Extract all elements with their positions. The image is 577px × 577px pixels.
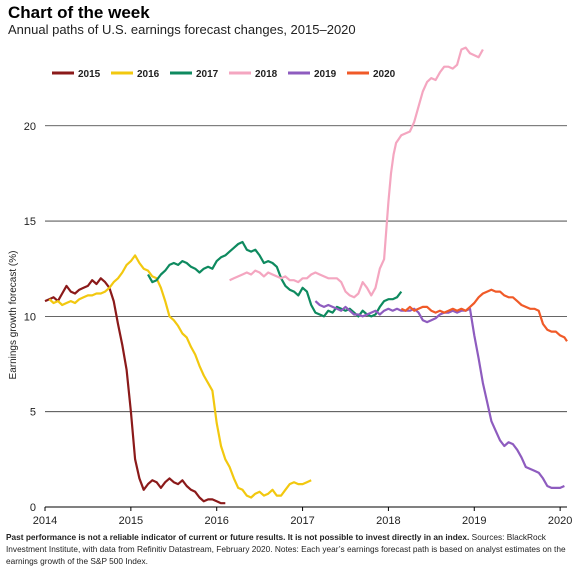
y-tick-0: 0: [30, 502, 36, 514]
x-tick-2018: 2018: [376, 515, 400, 527]
x-tick-labels: 2014 2015 2016 2017 2018 2019 2020: [33, 515, 573, 527]
y-tick-20: 20: [24, 121, 36, 133]
footnote-disclaimer: Past performance is not a reliable indic…: [6, 532, 470, 542]
series-lines: [44, 46, 568, 505]
x-tick-2017: 2017: [290, 515, 314, 527]
x-tick-2016: 2016: [204, 515, 228, 527]
legend-label-2015: 2015: [78, 69, 101, 80]
legend-label-2017: 2017: [196, 69, 219, 80]
series-line-2015: [44, 277, 226, 505]
footnote: Past performance is not a reliable indic…: [6, 531, 571, 567]
chart-title: Chart of the week: [8, 3, 150, 22]
y-tick-10: 10: [24, 311, 36, 323]
y-tick-labels: 0 5 10 15 20: [24, 121, 36, 514]
y-tick-5: 5: [30, 407, 36, 419]
series-line-2016: [48, 254, 312, 499]
series-line-2020: [400, 288, 568, 342]
grid-lines: [44, 125, 567, 511]
y-tick-15: 15: [24, 216, 36, 228]
series-line-2017: [147, 240, 403, 318]
x-tick-2019: 2019: [462, 515, 486, 527]
chart-subtitle: Annual paths of U.S. earnings forecast c…: [8, 22, 356, 37]
footnote-sources: Sources: BlackRock Investment Institute,…: [6, 532, 566, 566]
x-tick-2015: 2015: [119, 515, 143, 527]
line-chart: 0 5 10 15 20 2014 2015 2016 2017 2018 2019 2020 20…: [8, 46, 573, 527]
x-tick-2020: 2020: [548, 515, 572, 527]
y-axis-label: Earnings growth forecast (%): [8, 251, 19, 380]
legend-label-2016: 2016: [137, 69, 160, 80]
series-line-2019: [314, 300, 565, 489]
legend-label-2018: 2018: [255, 69, 278, 80]
legend: 2015 2016 2017 2018 2019 2020: [52, 69, 396, 80]
legend-label-2020: 2020: [373, 69, 396, 80]
x-tick-2014: 2014: [33, 515, 57, 527]
series-line-2018: [229, 46, 484, 299]
legend-label-2019: 2019: [314, 69, 337, 80]
